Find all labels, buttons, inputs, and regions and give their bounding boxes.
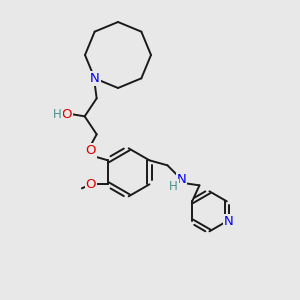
Text: N: N xyxy=(224,215,234,228)
Text: O: O xyxy=(61,108,72,121)
Text: O: O xyxy=(85,178,96,191)
Text: N: N xyxy=(177,173,186,186)
Text: H: H xyxy=(169,180,178,193)
Text: O: O xyxy=(85,144,96,157)
Text: N: N xyxy=(90,72,100,85)
Text: H: H xyxy=(53,108,62,121)
